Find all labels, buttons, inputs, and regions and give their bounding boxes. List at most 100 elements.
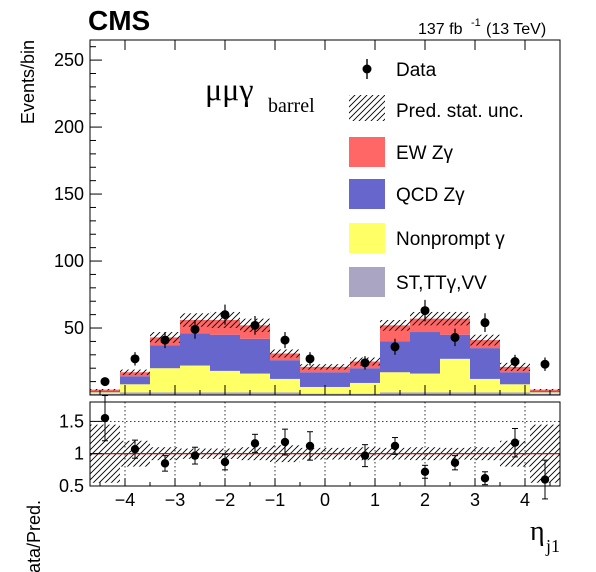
data-point-7 (305, 354, 315, 364)
x-tick-label-5: 1 (370, 490, 380, 510)
x-axis-ticks: −4 −3 −2 −1 0 1 2 3 4 (99, 478, 551, 510)
data-point-3 (190, 324, 200, 334)
x-axis-title-main: η (530, 516, 545, 547)
bar-qcdz-13 (500, 372, 530, 385)
legend-unc-swatch (349, 95, 385, 121)
y-tick-label-1: 100 (54, 251, 84, 271)
ratio-plot: 0.5 1 1.5 −4 −3 −2 −1 0 1 2 3 4 (59, 395, 561, 510)
ratio-point-1 (130, 444, 140, 454)
stat-unc-1 (120, 369, 150, 375)
x-tick-label-4: 0 (320, 490, 330, 510)
data-points (100, 299, 550, 387)
data-point-4 (220, 310, 230, 320)
bar-nonprompt-3 (180, 365, 210, 393)
data-point-12 (480, 318, 490, 328)
ratio-y-tick-label-2: 1.5 (59, 411, 84, 431)
data-point-13 (510, 357, 520, 367)
bar-qcdz-14 (530, 390, 560, 393)
stat-unc-6 (270, 349, 300, 358)
y-axis-ticks: 50 100 150 200 250 (54, 46, 102, 383)
bar-qcdz-12 (470, 348, 500, 379)
stat-unc-7 (300, 364, 350, 370)
ratio-y-tick-label-0: 0.5 (59, 476, 84, 496)
bar-nonprompt-13 (500, 384, 530, 393)
legend-label-4: Nonprompt γ (396, 229, 505, 250)
x-tick-label-3: −1 (265, 490, 286, 510)
lumi-label: 137 fb -1 (13 TeV) (418, 17, 546, 38)
ratio-y-ticks: 0.5 1 1.5 (59, 411, 102, 496)
bar-stttvv-11 (440, 392, 470, 395)
bar-qcdz-0 (90, 390, 120, 393)
bar-stttvv-0 (90, 393, 120, 395)
x-axis-title: η j1 (530, 516, 560, 556)
y-tick-label-4: 250 (54, 50, 84, 70)
bar-nonprompt-12 (470, 378, 500, 393)
data-point-1 (130, 354, 140, 364)
bar-nonprompt-11 (440, 358, 470, 393)
bar-stttvv-3 (180, 392, 210, 395)
bar-stttvv-2 (150, 392, 180, 395)
x-tick-label-0: −4 (115, 490, 136, 510)
ratio-point-8 (360, 451, 370, 460)
bar-nonprompt-6 (270, 378, 300, 393)
stat-unc-14 (530, 388, 560, 391)
bar-qcdz-6 (270, 360, 300, 379)
ratio-y-axis-title: Data/Pred. (24, 500, 44, 572)
x-tick-label-8: 4 (520, 490, 530, 510)
bar-stttvv-5 (240, 392, 270, 395)
bar-qcdz-5 (240, 338, 270, 374)
bar-qcdz-1 (120, 376, 150, 385)
bar-qcdz-8 (350, 368, 380, 383)
ratio-points (100, 395, 550, 500)
data-point-11 (450, 332, 460, 342)
ratio-point-7 (305, 441, 315, 451)
legend-label-2: EW Zγ (396, 143, 453, 164)
bar-qcdz-4 (210, 334, 240, 371)
legend-label-0: Data (396, 60, 437, 81)
bar-nonprompt-0 (90, 392, 120, 394)
legend-data-marker (362, 64, 372, 74)
legend-swatch-4 (349, 223, 385, 253)
bar-qcdz-2 (150, 345, 180, 369)
ratio-y-tick-label-1: 1 (74, 444, 84, 464)
stat-unc-0 (90, 388, 120, 391)
ratio-point-14 (540, 475, 550, 484)
experiment-label: CMS (88, 5, 150, 36)
y-tick-label-2: 150 (54, 184, 84, 204)
y-tick-label-0: 50 (64, 318, 84, 338)
bar-nonprompt-14 (530, 392, 560, 394)
y-tick-label-3: 200 (54, 117, 84, 137)
data-point-5 (250, 320, 260, 330)
ratio-point-4 (220, 457, 230, 467)
stacked-histogram (90, 318, 560, 395)
bar-stttvv-13 (500, 392, 530, 395)
x-tick-label-2: −2 (215, 490, 236, 510)
data-point-14 (540, 359, 550, 369)
ratio-point-13 (510, 438, 520, 447)
data-point-9 (390, 342, 400, 352)
legend-swatch-3 (349, 179, 385, 209)
lumi-value: 137 fb (418, 21, 463, 38)
ratio-point-6 (280, 437, 290, 447)
x-axis-ticks-top-panel (99, 40, 551, 395)
legend-swatch-2 (349, 137, 385, 167)
x-tick-label-6: 2 (420, 490, 430, 510)
bar-stttvv-9 (380, 392, 410, 395)
y-axis-title: Events/bin (18, 40, 38, 124)
channel-sub: barrel (268, 95, 315, 117)
stat-unc-11 (440, 311, 470, 326)
bar-nonprompt-8 (350, 382, 380, 394)
ratio-point-11 (450, 458, 460, 467)
ratio-point-10 (420, 467, 430, 476)
bar-nonprompt-4 (210, 370, 240, 393)
ratio-point-0 (100, 413, 110, 423)
bar-stttvv-6 (270, 392, 300, 395)
bar-nonprompt-5 (240, 373, 270, 393)
legend-label-3: QCD Zγ (396, 185, 465, 206)
bar-stttvv-1 (120, 392, 150, 395)
ratio-grid (90, 402, 560, 487)
data-point-10 (420, 306, 430, 316)
bar-stttvv-14 (530, 393, 560, 395)
stat-unc-12 (470, 334, 500, 346)
